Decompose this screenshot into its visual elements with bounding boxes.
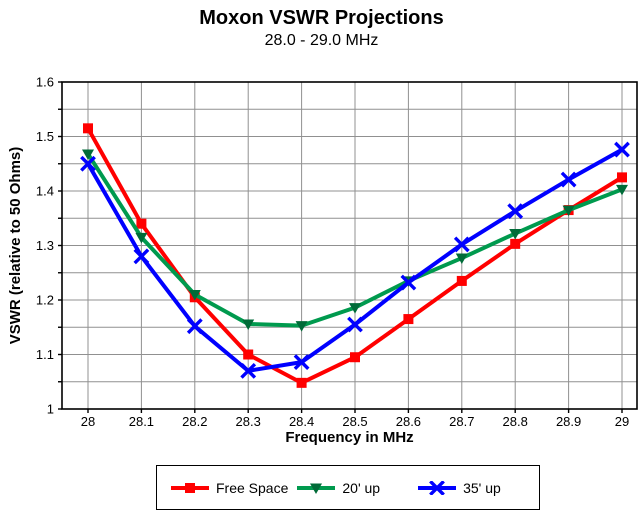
y-axis-title: VSWR (relative to 50 Ohms) (7, 147, 24, 345)
triangle-down-marker (562, 205, 575, 217)
square-marker (510, 238, 521, 249)
x-marker (133, 248, 150, 265)
legend: Free Space 20' up 35' up (156, 465, 540, 510)
x-tick-label: 29 (615, 414, 629, 429)
x-marker (347, 316, 363, 333)
y-tick-label: 1.5 (36, 129, 54, 144)
x-marker (614, 141, 630, 158)
x-tick-label: 28.1 (129, 414, 154, 429)
x-marker (240, 362, 257, 379)
x-tick-label: 28.7 (449, 414, 474, 429)
y-tick-label: 1.1 (36, 347, 54, 362)
y-tick-label: 1 (47, 402, 54, 417)
triangle-down-marker (188, 290, 201, 301)
legend-swatch-35ft-up-icon (418, 480, 457, 495)
x-tick-label: 28.4 (289, 414, 314, 429)
square-marker (136, 218, 147, 229)
triangle-down-marker (310, 483, 323, 494)
square-marker (350, 352, 360, 363)
triangle-down-marker (509, 229, 522, 240)
triangle-down-marker (135, 232, 148, 244)
x-tick-label: 28.2 (182, 414, 207, 429)
legend-item-20ft-up: 20' up (297, 480, 380, 496)
x-marker (400, 274, 417, 291)
x-tick-label: 28.5 (342, 414, 367, 429)
legend-item-free-space: Free Space (171, 480, 288, 496)
x-marker (429, 480, 445, 495)
legend-label-free-space: Free Space (216, 479, 289, 496)
triangle-down-marker (349, 303, 361, 314)
y-tick-label: 1.6 (36, 75, 54, 90)
triangle-down-marker (242, 319, 255, 330)
chart-title: Moxon VSWR Projections (199, 7, 444, 29)
y-tick-label: 1.4 (36, 184, 54, 199)
square-marker (403, 314, 414, 325)
x-marker (507, 203, 524, 220)
square-marker (296, 377, 307, 388)
legend-label-20ft-up: 20' up (342, 479, 381, 496)
x-tick-label: 28.9 (556, 414, 581, 429)
legend-swatch-20ft-up-icon (297, 483, 336, 494)
y-tick-label: 1.3 (36, 238, 54, 253)
legend-swatch-free-space-icon (171, 482, 209, 493)
y-tick-label: 1.2 (36, 293, 54, 308)
legend-item-35ft-up: 35' up (418, 480, 501, 496)
x-marker (80, 155, 96, 172)
triangle-down-marker (295, 321, 308, 332)
x-marker (560, 171, 577, 188)
chart-subtitle: 28.0 - 29.0 MHz (264, 32, 379, 49)
x-tick-label: 28 (81, 414, 95, 429)
square-marker (83, 123, 93, 134)
triangle-down-marker (616, 184, 628, 196)
triangle-down-marker (82, 149, 94, 160)
x-axis-title: Frequency in MHz (285, 429, 413, 446)
triangle-down-marker (455, 253, 468, 265)
x-marker (293, 354, 310, 371)
x-marker (186, 318, 203, 335)
legend-label-35ft-up: 35' up (463, 479, 501, 496)
x-marker (453, 236, 470, 253)
square-marker (617, 172, 627, 183)
square-marker (243, 349, 254, 360)
square-marker (185, 482, 195, 493)
square-marker (456, 275, 467, 286)
x-tick-label: 28.6 (396, 414, 421, 429)
x-tick-label: 28.8 (503, 414, 528, 429)
x-tick-label: 28.3 (236, 414, 261, 429)
